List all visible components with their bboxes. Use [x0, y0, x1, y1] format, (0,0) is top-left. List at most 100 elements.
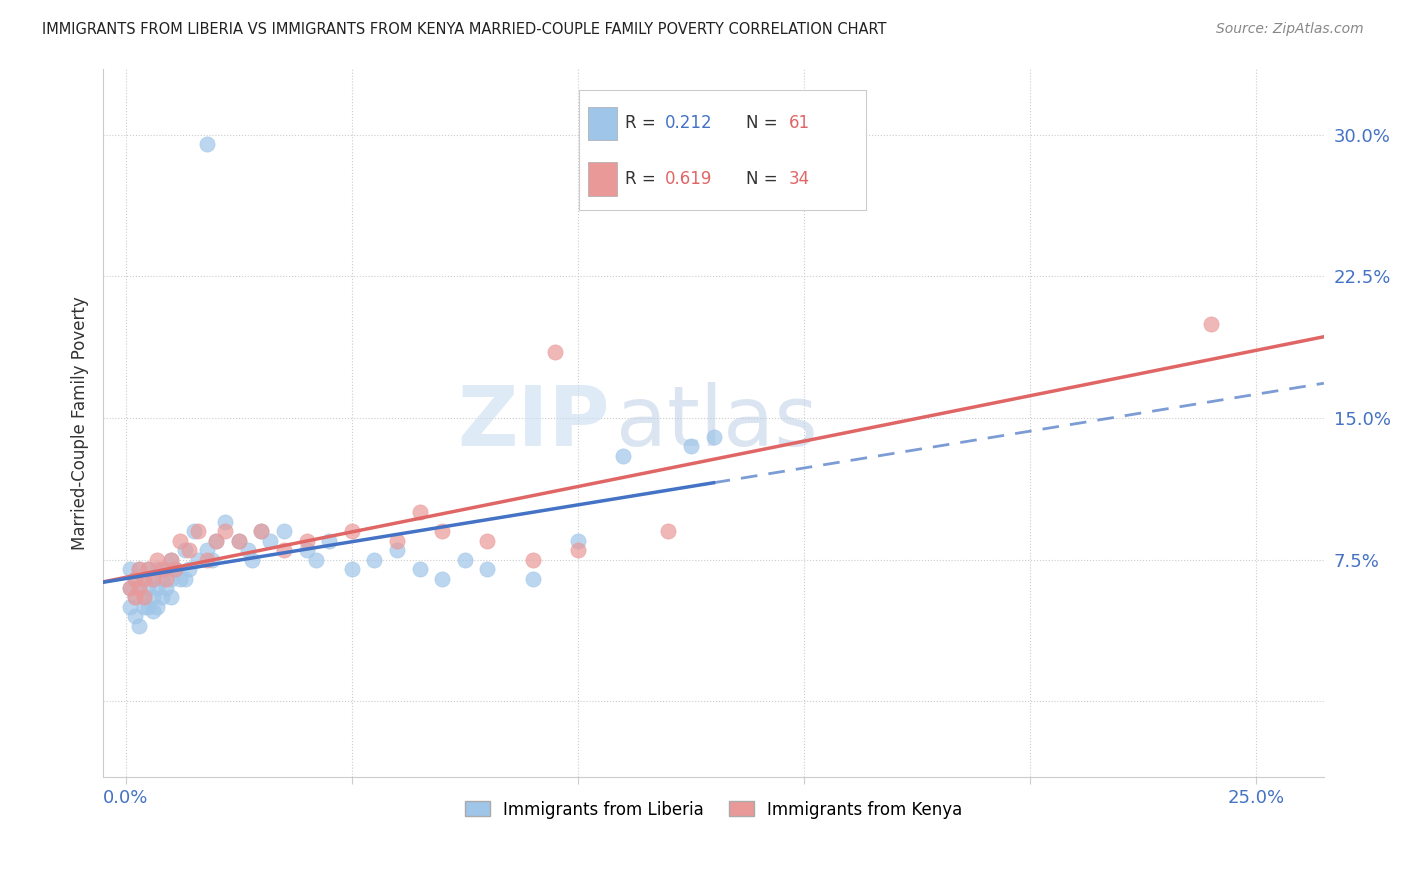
Point [173, 543, 195, 558]
Point [250, 524, 273, 539]
Point [408, 562, 430, 576]
Point [195, 543, 218, 558]
Point [228, 533, 250, 548]
Point [169, 533, 191, 548]
Point [187, 552, 209, 566]
Point [150, 562, 173, 576]
Text: Source: ZipAtlas.com: Source: ZipAtlas.com [1216, 22, 1364, 37]
Point [177, 543, 200, 558]
Point [142, 604, 165, 618]
Point [295, 543, 318, 558]
Point [146, 599, 169, 614]
Point [195, 137, 218, 152]
Point [273, 524, 295, 539]
Point [544, 344, 567, 359]
Point [120, 581, 142, 595]
Point [160, 552, 183, 566]
Point [128, 581, 150, 595]
Point [165, 562, 187, 576]
Point [240, 552, 263, 566]
Point [169, 572, 191, 586]
Text: IMMIGRANTS FROM LIBERIA VS IMMIGRANTS FROM KENYA MARRIED-COUPLE FAMILY POVERTY C: IMMIGRANTS FROM LIBERIA VS IMMIGRANTS FR… [42, 22, 887, 37]
Point [318, 533, 340, 548]
Point [120, 562, 142, 576]
Point [124, 591, 146, 605]
Point [150, 572, 173, 586]
Text: atlas: atlas [616, 382, 818, 463]
Point [432, 572, 454, 586]
Point [138, 599, 160, 614]
Point [340, 562, 363, 576]
Point [228, 533, 250, 548]
Point [128, 619, 150, 633]
Point [214, 515, 236, 529]
Point [567, 533, 589, 548]
Point [120, 581, 142, 595]
Point [214, 524, 236, 539]
Point [160, 572, 183, 586]
Point [273, 543, 295, 558]
Point [132, 599, 155, 614]
Point [124, 591, 146, 605]
Point [304, 552, 326, 566]
Point [477, 533, 499, 548]
Point [132, 591, 155, 605]
Point [124, 609, 146, 624]
Point [679, 439, 702, 453]
Point [702, 430, 724, 444]
Point [657, 524, 679, 539]
Point [477, 562, 499, 576]
Point [120, 599, 142, 614]
Point [132, 572, 155, 586]
Point [155, 581, 177, 595]
Point [295, 533, 318, 548]
Point [142, 591, 165, 605]
Text: ZIP: ZIP [457, 382, 610, 463]
Point [205, 533, 228, 548]
Point [146, 552, 169, 566]
Point [155, 572, 177, 586]
Point [138, 562, 160, 576]
Point [160, 552, 183, 566]
Point [236, 543, 259, 558]
Point [522, 552, 544, 566]
Legend: Immigrants from Liberia, Immigrants from Kenya: Immigrants from Liberia, Immigrants from… [458, 794, 969, 825]
Point [128, 562, 150, 576]
Point [177, 562, 200, 576]
Point [124, 572, 146, 586]
Point [432, 524, 454, 539]
Point [201, 552, 224, 566]
Point [363, 552, 385, 566]
Point [522, 572, 544, 586]
Y-axis label: Married-Couple Family Poverty: Married-Couple Family Poverty [72, 296, 89, 549]
Point [160, 591, 183, 605]
Point [128, 581, 150, 595]
Point [195, 552, 218, 566]
Point [259, 533, 281, 548]
Point [142, 572, 165, 586]
Point [385, 543, 408, 558]
Point [250, 524, 273, 539]
Point [124, 572, 146, 586]
Point [183, 524, 205, 539]
Point [187, 524, 209, 539]
Point [340, 524, 363, 539]
Point [155, 562, 177, 576]
Point [408, 505, 430, 519]
Point [146, 562, 169, 576]
Point [132, 591, 155, 605]
Point [567, 543, 589, 558]
Point [146, 581, 169, 595]
Point [132, 572, 155, 586]
Point [454, 552, 477, 566]
Point [612, 449, 634, 463]
Point [138, 581, 160, 595]
Point [142, 572, 165, 586]
Point [150, 591, 173, 605]
Point [165, 562, 187, 576]
Point [173, 572, 195, 586]
Point [205, 533, 228, 548]
Point [138, 562, 160, 576]
Point [1199, 317, 1222, 331]
Point [385, 533, 408, 548]
